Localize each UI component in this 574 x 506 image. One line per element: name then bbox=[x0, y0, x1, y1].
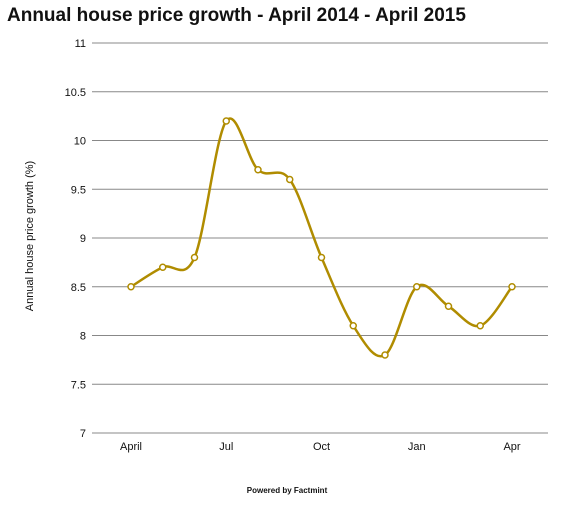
x-tick-label: April bbox=[120, 441, 142, 453]
x-tick-label: Apr bbox=[503, 441, 520, 453]
footer-credit: Powered by Factmint bbox=[246, 486, 328, 495]
series-line bbox=[130, 117, 513, 358]
x-tick-label: Jul bbox=[219, 441, 233, 453]
chart-title: Annual house price growth - April 2014 -… bbox=[7, 5, 466, 26]
y-tick-label: 7 bbox=[80, 428, 86, 440]
y-tick-labels: 7 7.5 8 8.5 9 9.5 10 10.5 11 bbox=[65, 38, 86, 440]
series-line-path bbox=[130, 117, 513, 358]
data-point bbox=[190, 253, 199, 262]
data-point bbox=[476, 322, 484, 330]
y-tick-label: 8 bbox=[80, 331, 86, 343]
y-tick-label: 8.5 bbox=[71, 282, 86, 294]
data-point bbox=[254, 166, 262, 174]
data-point bbox=[381, 351, 389, 359]
data-point bbox=[317, 253, 326, 262]
y-tick-label: 10 bbox=[74, 136, 86, 148]
x-tick-label: Jan bbox=[408, 441, 426, 453]
data-point bbox=[222, 117, 230, 125]
data-point bbox=[444, 302, 453, 310]
data-point bbox=[159, 263, 167, 271]
gridlines bbox=[92, 42, 548, 434]
y-tick-label: 9.5 bbox=[71, 184, 86, 196]
data-point bbox=[127, 283, 135, 291]
y-tick-label: 10.5 bbox=[65, 87, 86, 99]
y-tick-label: 7.5 bbox=[71, 379, 86, 391]
y-axis-label: Annual house price growth (%) bbox=[24, 161, 36, 311]
data-point bbox=[286, 175, 294, 184]
y-tick-label: 9 bbox=[80, 233, 86, 245]
data-point bbox=[508, 283, 516, 291]
y-tick-label: 11 bbox=[75, 38, 86, 50]
x-tick-label: Oct bbox=[313, 441, 330, 453]
data-point bbox=[349, 322, 357, 330]
data-point bbox=[413, 283, 421, 291]
x-tick-labels: April Jul Oct Jan Apr bbox=[120, 441, 521, 453]
series-markers bbox=[127, 117, 516, 359]
